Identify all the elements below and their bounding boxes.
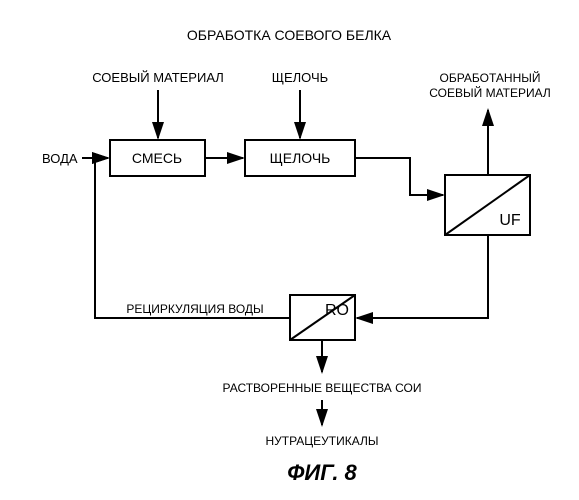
label-water-recycle: РЕЦИРКУЛЯЦИЯ ВОДЫ	[126, 302, 263, 316]
label-nutra: НУТРАЦЕУТИКАЛЫ	[265, 434, 378, 448]
arrow-ro-recycle	[95, 158, 290, 318]
figure-caption: ФИГ. 8	[287, 460, 357, 485]
label-alkali-input: ЩЕЛОЧЬ	[272, 70, 328, 85]
box-mix-label: СМЕСЬ	[132, 150, 182, 166]
label-soy-material: СОЕВЫЙ МАТЕРИАЛ	[92, 70, 224, 85]
arrow-uf-to-ro	[357, 235, 488, 318]
label-processed-1: ОБРАБОТАННЫЙ	[439, 70, 540, 85]
label-water: ВОДА	[42, 151, 78, 166]
diagram-title: ОБРАБОТКА СОЕВОГО БЕЛКА	[187, 27, 392, 43]
box-uf-label: UF	[499, 212, 521, 229]
box-ro-label: RO	[325, 302, 349, 319]
label-soy-solutes: РАСТВОРЕННЫЕ ВЕЩЕСТВА СОИ	[223, 381, 422, 395]
label-processed-2: СОЕВЫЙ МАТЕРИАЛ	[429, 85, 551, 100]
arrow-alkali-to-uf	[355, 158, 443, 195]
box-alkali-label: ЩЕЛОЧЬ	[270, 150, 331, 166]
